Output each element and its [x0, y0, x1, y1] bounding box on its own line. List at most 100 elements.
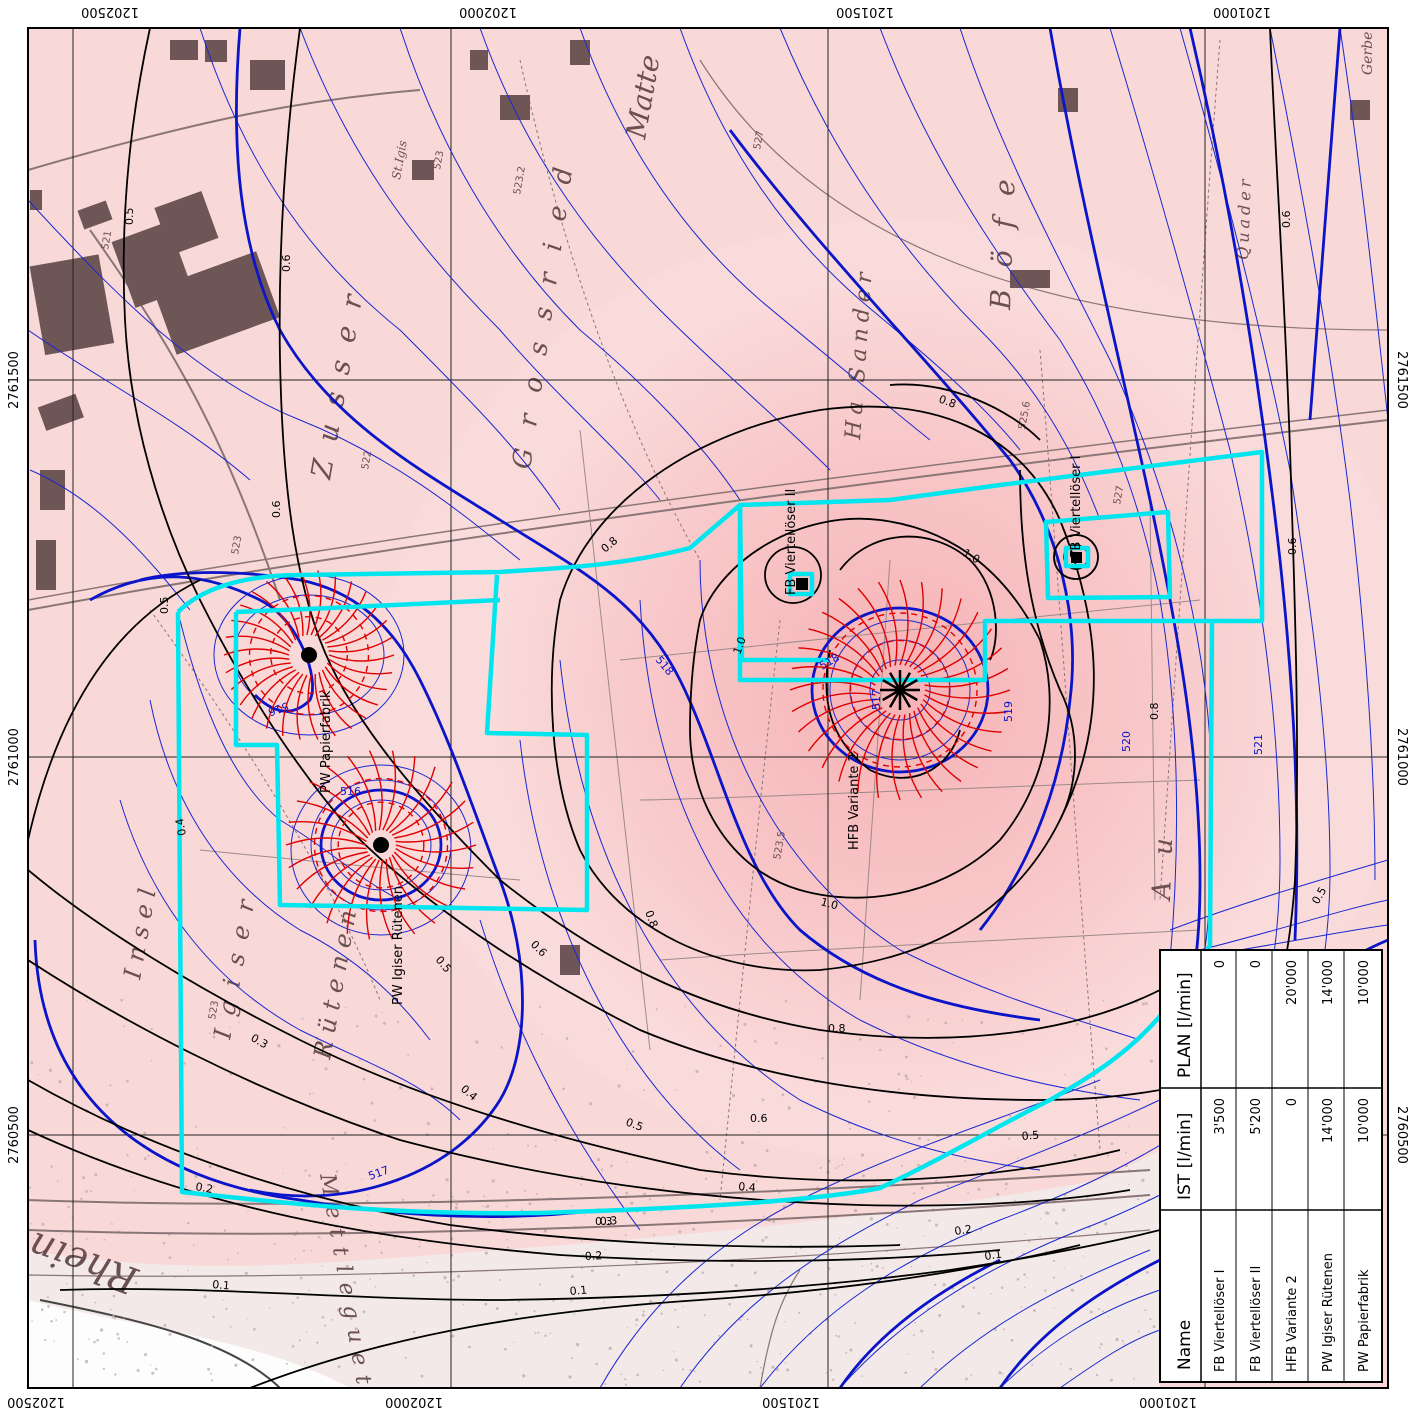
gravel-dot [959, 1293, 961, 1295]
gravel-dot [858, 1358, 860, 1360]
gravel-dot [642, 1310, 645, 1313]
gravel-dot [1022, 1164, 1024, 1167]
table-header-ist: IST [l/min] [1175, 1113, 1195, 1200]
contour-label: 0.6 [1286, 538, 1299, 556]
gravel-dot [740, 1188, 744, 1192]
flow-line [922, 699, 1002, 733]
gravel-dot [904, 1371, 907, 1374]
gravel-dot [834, 1293, 837, 1296]
gravel-dot [703, 1314, 706, 1317]
gravel-dot [337, 1308, 340, 1312]
gravel-dot [543, 1229, 547, 1233]
well-hfb-marker[interactable] [880, 670, 920, 710]
gravel-dot [534, 1332, 537, 1335]
gravel-dot [419, 1242, 421, 1244]
table-cell-ist: 14'000 [1321, 1098, 1336, 1143]
gravel-dot [635, 1323, 638, 1326]
gravel-dot [234, 1363, 238, 1367]
flow-line [326, 856, 373, 924]
flow-line [913, 598, 962, 670]
gravel-dot [212, 1035, 216, 1039]
gravel-dot [1152, 1325, 1156, 1329]
gravel-dot [213, 1185, 216, 1188]
well-fb2-marker[interactable] [796, 578, 808, 590]
flow-line [385, 756, 416, 832]
flow-line [318, 581, 353, 639]
gravel-dot [370, 1224, 372, 1227]
gravel-dot [58, 1080, 62, 1084]
well-papierfabrik-marker[interactable] [301, 647, 317, 663]
flow-line [328, 654, 395, 662]
flow-line [318, 672, 352, 730]
gravel-dot [426, 1121, 431, 1126]
gravel-dot [910, 1265, 913, 1268]
flow-line [225, 635, 290, 652]
gravel-dot [798, 1311, 801, 1315]
gravel-dot [881, 1267, 884, 1269]
gravel-dot [426, 1261, 428, 1264]
gravel-dot [914, 1321, 916, 1324]
gravel-dot [512, 1341, 515, 1344]
gravel-dot [897, 1088, 900, 1091]
gravel-dot [238, 1021, 241, 1023]
gravel-dot [1073, 1153, 1077, 1157]
gravel-dot [1008, 1137, 1011, 1140]
gravel-dot [635, 1260, 638, 1264]
label-papierfabrik: PW Papierfabrik [319, 690, 334, 793]
gravel-dot [144, 1353, 148, 1357]
gravel-dot [452, 1278, 455, 1282]
gravel-dot [845, 1351, 848, 1354]
gravel-dot [1039, 1218, 1042, 1220]
gravel-dot [620, 1373, 623, 1376]
gravel-dot [67, 1205, 70, 1209]
flow-line [876, 714, 896, 799]
flow-line [395, 821, 474, 843]
gravel-dot [323, 1324, 327, 1327]
table-header-plan: PLAN [l/min] [1175, 972, 1195, 1078]
gravel-dot [94, 1301, 97, 1304]
gravel-dot [149, 1364, 152, 1366]
gravel-dot [630, 1201, 634, 1205]
coord-bottom: 1201500 [762, 1394, 820, 1409]
gravel-dot [344, 1164, 346, 1166]
gravel-dot [123, 1317, 125, 1319]
flow-line [909, 588, 943, 668]
gravel-dot [643, 1192, 647, 1196]
gravel-dot [1032, 1309, 1036, 1313]
gravel-dot [1031, 1363, 1034, 1367]
gravel-dot [888, 1110, 891, 1113]
flow-line [891, 714, 901, 801]
gravel-dot [208, 1164, 212, 1168]
gravel-dot [33, 1237, 35, 1240]
iso-label: 519 [1002, 701, 1015, 722]
gravel-dot [1102, 1310, 1105, 1313]
contour-label: 0.2 [954, 1223, 973, 1238]
gravel-dot [126, 1341, 129, 1343]
gravel-dot [110, 1308, 112, 1311]
gravel-dot [194, 1174, 198, 1179]
place-quader: Quader [1233, 175, 1255, 260]
gravel-dot [533, 1310, 536, 1313]
gravel-dot [1062, 1208, 1066, 1212]
gravel-dot [207, 1190, 212, 1194]
gravel-dot [753, 1163, 757, 1168]
gravel-dot [1039, 1235, 1041, 1238]
gravel-dot [570, 1357, 573, 1360]
flow-line [296, 851, 368, 890]
gravel-dot [111, 1314, 115, 1318]
flow-line [379, 859, 394, 940]
gravel-dot [210, 1372, 213, 1375]
flow-line [924, 689, 1011, 699]
gravel-dot [1125, 1151, 1127, 1154]
gravel-dot [168, 1256, 172, 1260]
flow-line [285, 837, 367, 846]
flow-line [807, 703, 880, 752]
gravel-dot [120, 998, 124, 1002]
well-ruetenen-marker[interactable] [373, 837, 389, 853]
gravel-dot [1065, 1010, 1068, 1012]
gravel-dot [1023, 1273, 1026, 1276]
well-fb1-marker[interactable] [1071, 552, 1082, 563]
gravel-dot [86, 1000, 88, 1002]
gravel-dot [753, 1271, 757, 1275]
